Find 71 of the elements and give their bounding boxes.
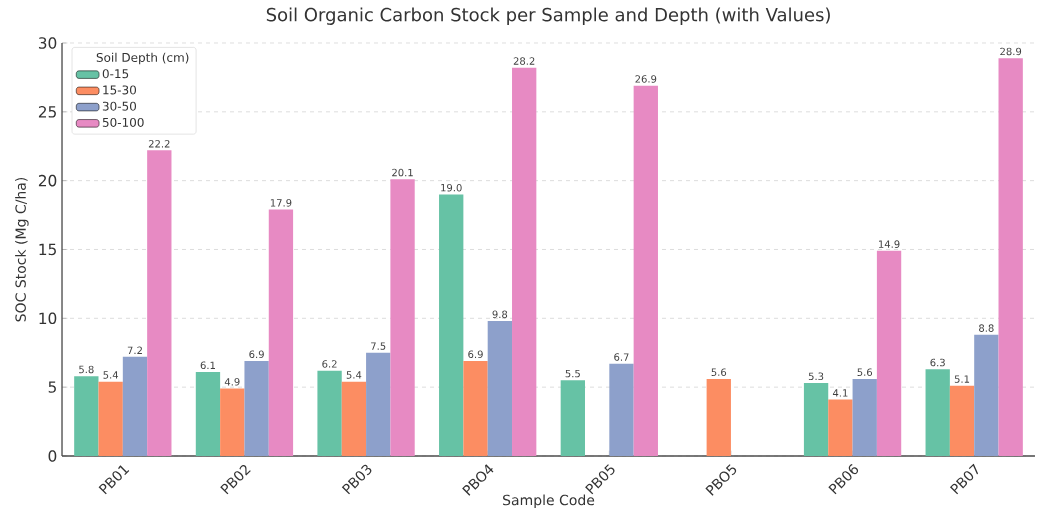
data-label: 5.3 <box>808 372 824 381</box>
bar <box>317 370 342 456</box>
bar <box>609 363 634 456</box>
data-label: 19.0 <box>441 183 462 192</box>
bar <box>244 361 269 456</box>
bar <box>633 85 658 456</box>
data-label: 6.3 <box>930 358 945 367</box>
bar <box>366 352 391 456</box>
data-label: 5.5 <box>565 369 580 378</box>
data-label: 5.4 <box>103 371 119 379</box>
bar <box>390 179 415 456</box>
legend-label: 0-15 <box>102 69 129 79</box>
bar <box>998 58 1023 456</box>
data-label: 28.2 <box>513 57 535 65</box>
bar <box>925 369 950 456</box>
data-label: 6.1 <box>200 361 215 370</box>
data-label: 14.9 <box>879 240 900 248</box>
data-label: 28.9 <box>1000 47 1022 56</box>
data-label: 26.9 <box>635 75 657 83</box>
bar <box>487 321 513 456</box>
y-tick-label: 25 <box>38 106 56 118</box>
bar <box>706 378 731 456</box>
bar <box>439 194 464 456</box>
bar <box>147 150 172 456</box>
legend-title: Soil Depth (cm) <box>96 52 189 65</box>
data-label: 6.9 <box>249 350 264 359</box>
data-label: 6.9 <box>468 350 483 359</box>
data-label: 8.8 <box>979 324 994 332</box>
y-tick-label: 15 <box>39 243 56 256</box>
legend-label: 30-50 <box>102 101 137 111</box>
bar <box>74 376 99 456</box>
y-tick-label: 30 <box>38 37 57 49</box>
data-label: 22.2 <box>148 140 170 148</box>
bar <box>268 209 294 456</box>
x-axis-title: Sample Code <box>503 494 595 509</box>
bar <box>876 250 902 456</box>
data-label: 7.5 <box>371 342 386 350</box>
y-axis-title: SOC Stock (Mg C/ha) <box>15 177 29 322</box>
data-label: 20.1 <box>392 168 413 177</box>
data-label: 7.2 <box>127 346 142 354</box>
data-label: 6.7 <box>614 353 629 361</box>
chart-title: Soil Organic Carbon Stock per Sample and Depth (with Values) <box>266 7 830 25</box>
legend-label: 50-100 <box>102 117 144 127</box>
data-label: 17.9 <box>270 199 292 207</box>
data-label: 5.6 <box>857 368 873 376</box>
data-label: 6.2 <box>322 360 337 368</box>
bar <box>560 380 585 456</box>
bar <box>828 399 853 456</box>
bar <box>949 385 975 456</box>
data-label: 4.9 <box>224 378 240 386</box>
bar <box>852 378 877 456</box>
bar <box>974 334 999 456</box>
legend-label: 15-30 <box>103 85 137 95</box>
y-tick-label: 10 <box>39 312 57 325</box>
data-label: 9.8 <box>492 310 508 319</box>
bar <box>463 361 488 456</box>
bar <box>98 381 123 456</box>
data-label: 5.6 <box>711 368 727 376</box>
bar <box>195 372 221 456</box>
y-tick-label: 5 <box>48 381 56 393</box>
y-tick-label: 20 <box>38 174 57 187</box>
y-tick-label: 0 <box>48 450 57 462</box>
data-label: 4.1 <box>832 389 848 397</box>
bar <box>122 356 148 456</box>
data-label: 5.8 <box>79 365 94 374</box>
data-label: 5.4 <box>346 371 362 379</box>
data-label: 5.1 <box>954 375 970 383</box>
bar <box>512 67 537 456</box>
bar <box>803 383 829 456</box>
bar <box>341 381 367 456</box>
bar <box>220 388 245 456</box>
